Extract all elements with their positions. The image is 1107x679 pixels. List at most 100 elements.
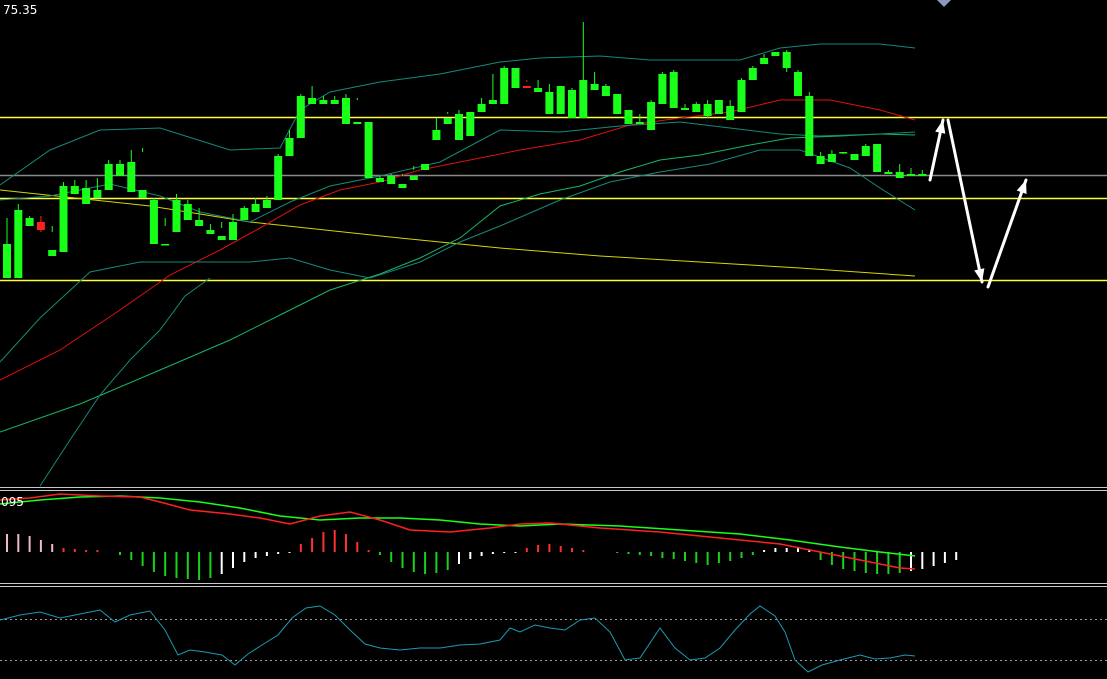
candle	[138, 148, 147, 198]
candle	[568, 88, 576, 118]
candle-body	[127, 162, 136, 192]
candle	[714, 100, 723, 114]
candle-body	[658, 74, 667, 104]
candle	[398, 174, 407, 188]
candle	[805, 92, 814, 156]
green-ma	[0, 133, 916, 433]
candle	[669, 70, 678, 108]
macd-panel	[0, 493, 958, 580]
candle-body	[116, 164, 124, 176]
arrowhead-icon	[974, 268, 985, 282]
candle	[409, 166, 418, 180]
candle	[534, 80, 543, 92]
projection-line	[946, 118, 984, 284]
candle-body	[850, 154, 859, 160]
candle-body	[873, 144, 882, 172]
candle-body	[319, 100, 328, 104]
candle	[375, 176, 384, 182]
candle-body	[511, 68, 520, 88]
candle-body	[330, 100, 339, 104]
candle-body	[251, 204, 260, 212]
candle	[477, 98, 486, 112]
candle	[161, 218, 170, 246]
candle	[240, 206, 249, 220]
candle-body	[816, 156, 825, 164]
candle-body	[624, 110, 633, 124]
candle-body	[579, 80, 588, 118]
candle	[760, 54, 769, 64]
candle-body	[195, 220, 204, 226]
candle	[488, 74, 497, 104]
candle	[522, 80, 531, 88]
candle-body	[172, 200, 181, 232]
candle-body	[534, 88, 543, 92]
candle	[70, 180, 79, 194]
candle	[36, 216, 45, 232]
candle	[782, 50, 791, 72]
candle	[794, 70, 802, 96]
oscillator-panel	[0, 605, 1107, 673]
candle	[827, 150, 836, 162]
candle	[319, 96, 328, 104]
candle-body	[59, 186, 68, 252]
candle-body	[183, 204, 192, 220]
candle-body	[466, 112, 475, 136]
candle	[262, 196, 271, 208]
scroll-marker-icon[interactable]	[937, 0, 951, 7]
candle-body	[568, 90, 576, 118]
candle	[748, 66, 757, 80]
candle	[635, 114, 644, 124]
price-label: 75.35	[3, 3, 37, 17]
candle	[466, 112, 475, 136]
arrowhead-icon	[935, 120, 946, 134]
candle-body	[726, 106, 735, 120]
candle	[647, 100, 656, 130]
candle	[353, 98, 362, 124]
projection-line	[986, 178, 1028, 289]
candle-body	[375, 178, 384, 182]
candle-body	[714, 100, 723, 114]
candle-body	[353, 122, 362, 124]
candle-body	[443, 118, 452, 124]
arrowhead-icon	[1016, 180, 1027, 194]
candle	[907, 168, 915, 176]
candle-body	[748, 68, 757, 80]
candle	[455, 110, 463, 140]
candle-body	[590, 84, 599, 90]
candle-body	[737, 80, 746, 112]
candle-body	[522, 86, 531, 88]
candle	[206, 224, 215, 234]
candle	[443, 112, 452, 124]
lower-band	[0, 149, 916, 363]
candle-body	[421, 164, 430, 170]
candle-body	[364, 122, 373, 178]
red-ma	[0, 99, 916, 381]
candle-body	[93, 190, 102, 198]
candle	[895, 164, 904, 178]
candle	[172, 194, 181, 232]
candle	[737, 78, 746, 112]
candle-body	[387, 176, 396, 184]
candle-body	[805, 96, 814, 156]
candle-body	[455, 114, 463, 140]
candle	[296, 94, 305, 138]
candle	[104, 160, 113, 190]
candle	[432, 118, 441, 140]
candle-body	[760, 58, 769, 64]
candle-body	[477, 104, 486, 112]
candle-body	[206, 230, 215, 234]
candle-body	[488, 100, 497, 104]
candle-body	[635, 122, 644, 124]
macd-label: 095	[1, 495, 24, 509]
candle	[579, 22, 588, 118]
candle	[421, 164, 430, 170]
candle	[511, 68, 520, 88]
upper-band	[0, 43, 916, 186]
candle	[25, 216, 34, 226]
projection-up-2	[986, 178, 1028, 289]
candle-body	[669, 72, 678, 108]
candle	[873, 144, 882, 172]
candle-body	[48, 250, 57, 256]
candle-body	[398, 184, 407, 188]
candle	[251, 198, 260, 212]
